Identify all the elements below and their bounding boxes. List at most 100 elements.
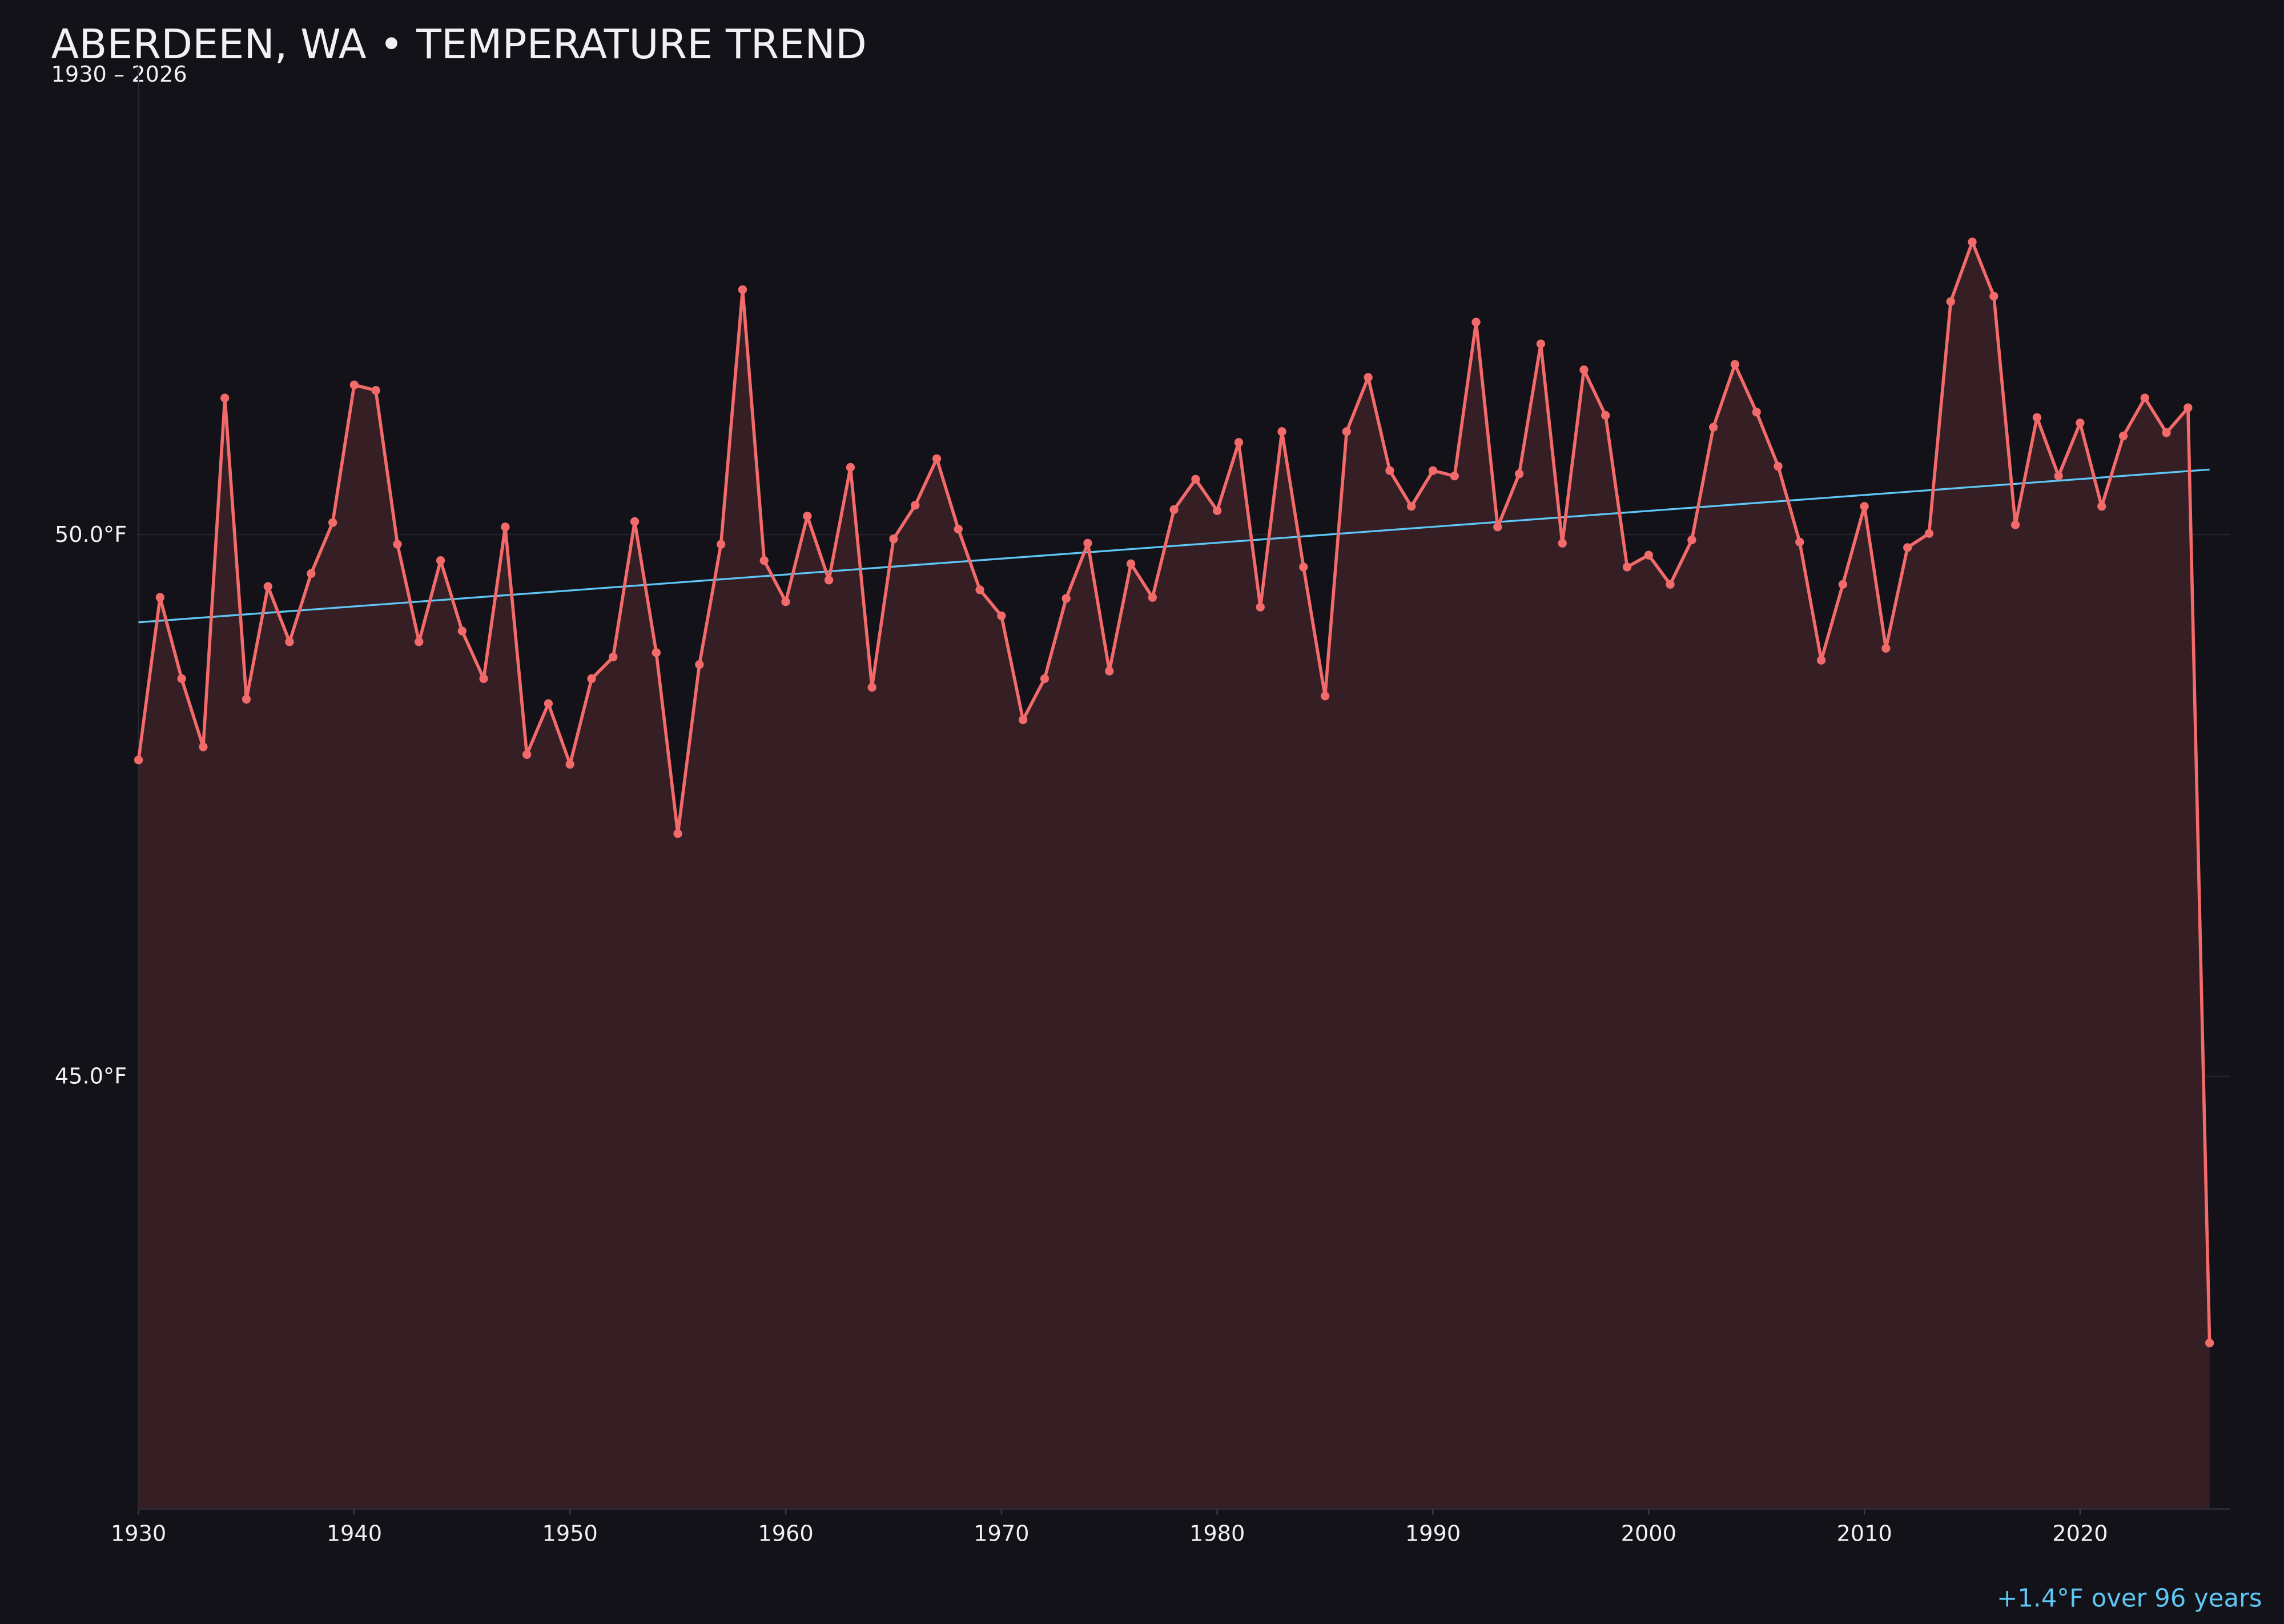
x-tick-label: 1970 [974,1521,1029,1547]
data-point [975,585,984,594]
data-point [1320,692,1330,701]
data-point [415,637,424,646]
data-point [307,569,316,578]
data-point [220,393,230,403]
data-point [587,674,596,684]
data-point [1234,438,1244,447]
data-point [1040,674,1049,684]
x-tick-label: 1950 [542,1521,598,1547]
data-point [1774,461,1783,471]
data-point [1342,427,1352,436]
trend-line [138,468,2210,624]
data-point [436,556,445,565]
data-point [2184,403,2193,412]
data-point [1364,373,1373,382]
data-point [609,652,618,662]
data-point [867,683,876,692]
x-tick-label: 1990 [1405,1521,1461,1547]
area-fill [138,242,2210,1509]
data-point [177,674,186,684]
data-point [1968,238,1977,247]
data-point [2140,393,2149,403]
trend-annotation: +1.4°F over 96 years [1997,1584,2262,1613]
data-point [932,454,942,463]
chart-title: ABERDEEN, WA • TEMPERATURE TREND [51,21,867,68]
data-point [349,380,359,389]
data-point [1169,505,1179,514]
data-point [393,540,402,549]
data-point [652,648,661,657]
data-point [1148,593,1157,602]
data-point [2032,413,2042,422]
data-point [1924,529,1934,538]
data-point [1558,538,1567,548]
data-point [803,512,812,521]
data-point [2076,418,2085,428]
data-point [1903,543,1912,552]
data-point [1989,291,1998,301]
chart-subtitle: 1930 – 2026 [51,62,187,87]
data-point [1450,471,1459,481]
data-point [738,285,747,294]
data-point [1709,423,1718,432]
data-point [824,576,834,585]
data-point [1061,594,1071,603]
data-point [2010,520,2020,529]
data-point [1428,466,1438,475]
data-point [1407,502,1416,511]
x-tick-label: 2000 [1621,1521,1676,1547]
data-point [1514,469,1524,479]
data-point [1256,602,1265,612]
data-point [2205,1338,2214,1348]
data-point [1622,562,1632,572]
data-point [1687,535,1696,545]
data-point [565,759,574,769]
data-point [1126,559,1136,568]
data-point [1213,506,1222,515]
data-point [134,755,143,765]
data-point [199,742,208,751]
data-point [1536,339,1546,348]
data-point [1666,580,1675,589]
data-point [1277,427,1286,436]
data-point [1881,644,1891,653]
data-point [2054,471,2063,481]
data-point [695,660,704,669]
x-tick-label: 1960 [758,1521,813,1547]
data-point [2097,502,2106,511]
data-point [263,582,272,591]
data-point [1493,522,1502,532]
data-point [781,597,790,606]
data-point [997,611,1006,621]
data-point [954,524,963,534]
data-point [1601,411,1610,420]
data-point [1795,537,1804,547]
data-point [1946,297,1955,306]
data-point [1385,466,1394,475]
data-point [1838,580,1848,589]
data-points [134,238,2214,1348]
data-point [501,522,510,532]
y-axis-ticks: 45.0°F 50.0°F [55,522,127,1090]
x-tick-label: 1980 [1189,1521,1245,1547]
data-point [242,694,251,704]
data-point [889,534,898,544]
data-point [155,593,165,602]
data-point [1579,365,1589,375]
data-point [1730,360,1740,369]
x-tick-label: 1940 [327,1521,382,1547]
data-point [2162,428,2171,437]
data-point [1816,656,1826,665]
x-tick-label: 2010 [1836,1521,1892,1547]
data-point [371,386,380,395]
data-point [630,517,640,526]
data-point [759,556,769,565]
data-point [1752,408,1761,417]
x-axis-ticks: 1930 1940 1950 1960 1970 1980 1990 2000 2010 2020 [111,1509,2108,1547]
data-point [328,518,337,527]
data-point [1191,475,1200,484]
data-point [1644,550,1653,560]
data-point [544,699,553,708]
data-point [479,674,488,684]
